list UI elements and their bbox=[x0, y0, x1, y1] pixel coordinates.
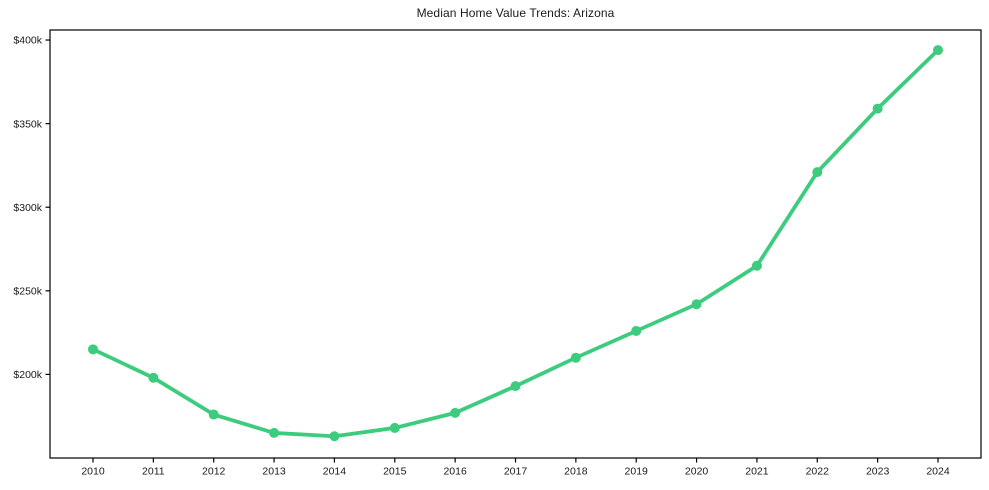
data-point-marker bbox=[88, 344, 98, 355]
data-point-marker bbox=[872, 103, 883, 114]
x-tick-label: 2013 bbox=[262, 466, 286, 478]
data-point-marker bbox=[933, 45, 943, 56]
x-tick-label: 2010 bbox=[81, 466, 105, 478]
x-tick-label: 2012 bbox=[202, 466, 226, 478]
data-point-marker bbox=[389, 422, 400, 433]
data-point-marker bbox=[510, 381, 521, 392]
data-point-marker bbox=[269, 427, 280, 438]
x-tick-label: 2017 bbox=[504, 466, 528, 478]
x-tick-label: 2024 bbox=[926, 466, 950, 478]
x-tick-label: 2014 bbox=[323, 466, 347, 478]
x-tick-label: 2018 bbox=[564, 466, 588, 478]
x-tick-label: 2020 bbox=[685, 466, 709, 478]
x-tick-label: 2023 bbox=[866, 466, 890, 478]
chart-title: Median Home Value Trends: Arizona bbox=[416, 6, 615, 20]
data-point-marker bbox=[329, 431, 340, 442]
data-point-marker bbox=[450, 407, 461, 418]
data-point-marker bbox=[208, 409, 219, 420]
data-point-marker bbox=[691, 299, 702, 310]
y-tick-label: $300k bbox=[13, 202, 42, 214]
data-point-marker bbox=[148, 372, 159, 383]
data-point-marker bbox=[570, 352, 581, 363]
y-tick-label: $350k bbox=[13, 118, 42, 130]
trend-line bbox=[91, 48, 940, 439]
x-tick-label: 2019 bbox=[625, 466, 649, 478]
data-point-marker bbox=[631, 325, 642, 336]
x-tick-label: 2011 bbox=[142, 466, 165, 478]
x-tick-label: 2022 bbox=[806, 466, 830, 478]
plot-border bbox=[49, 29, 982, 459]
y-tick-label: $250k bbox=[13, 286, 42, 298]
x-tick-label: 2016 bbox=[443, 466, 467, 478]
data-point-marker bbox=[751, 260, 762, 271]
data-point-marker bbox=[812, 167, 823, 178]
x-tick-label: 2021 bbox=[745, 466, 769, 478]
x-tick-label: 2015 bbox=[383, 466, 407, 478]
y-tick-label: $400k bbox=[13, 35, 42, 47]
y-tick-label: $200k bbox=[13, 369, 42, 381]
